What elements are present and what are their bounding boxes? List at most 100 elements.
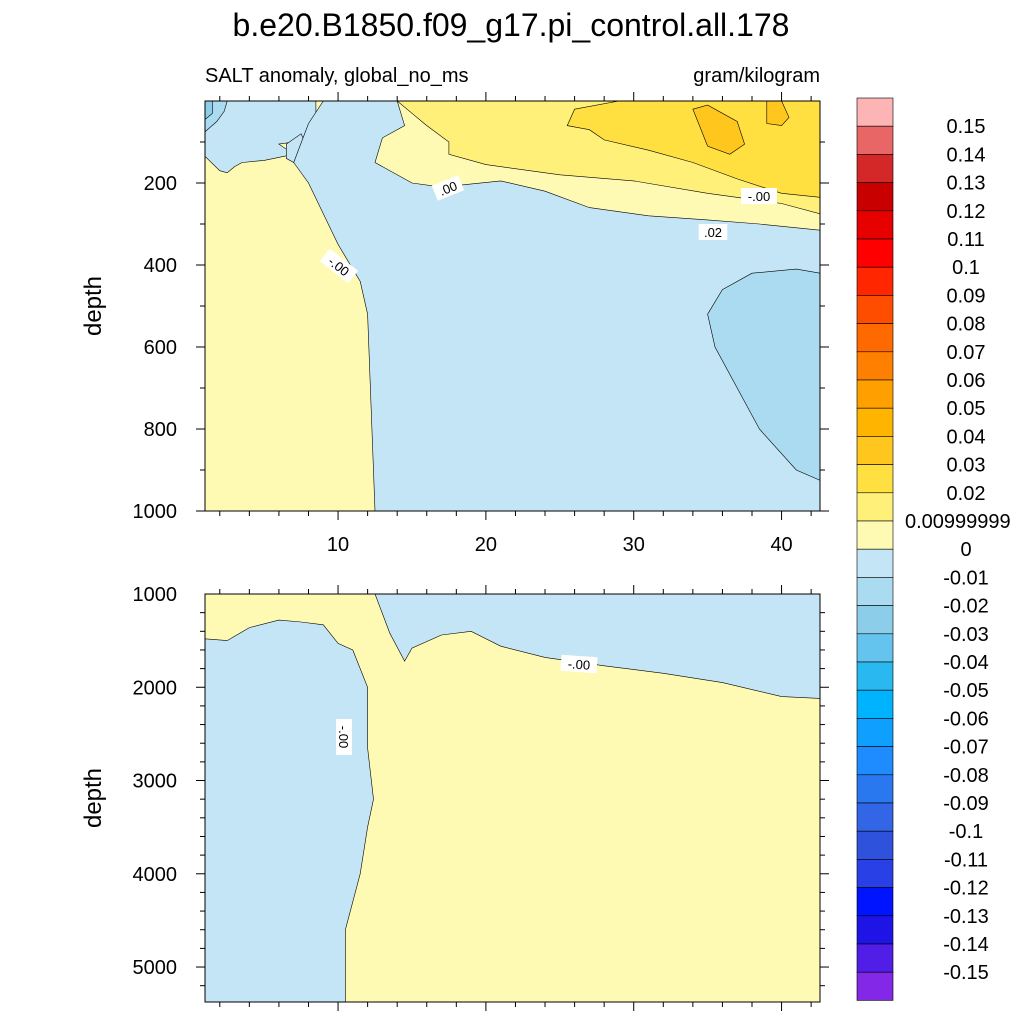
colorbar-label: -0.14 <box>943 934 989 956</box>
colorbar-swatch <box>856 830 894 860</box>
contour-label: -.00 <box>560 654 598 674</box>
contour-region <box>205 619 374 1002</box>
colorbar-swatch <box>856 97 894 127</box>
colorbar-label: -0.03 <box>943 624 989 646</box>
colorbar-label: 0.1 <box>952 257 980 279</box>
colorbar-swatch <box>856 859 894 888</box>
y-tick-label: 600 <box>144 337 177 359</box>
contour-region <box>374 594 820 699</box>
colorbar-swatch <box>856 154 894 183</box>
colorbar-label: -0.13 <box>943 906 989 928</box>
colorbar: 0.15 0.14 0.13 0.12 0.11 0.1 0.09 0.08 0.07 0.06 0… <box>856 97 1011 1001</box>
colorbar-swatch <box>856 238 894 268</box>
colorbar-label: -0.09 <box>943 793 989 815</box>
colorbar-swatch <box>856 548 894 578</box>
lower-panel: -.00 -.00 1000 2000 3000 4000 5000 depth <box>80 584 829 1011</box>
y-tick-label: 400 <box>144 255 177 277</box>
colorbar-label: 0.02 <box>947 483 986 505</box>
colorbar-label: 0.04 <box>947 426 986 448</box>
y-axis-label: depth <box>80 276 107 336</box>
colorbar-swatch <box>856 943 894 973</box>
colorbar-label: 0 <box>960 539 971 561</box>
colorbar-swatch <box>856 915 894 945</box>
colorbar-label: 0.13 <box>947 173 986 195</box>
left-subtitle: SALT anomaly, global_no_ms <box>205 65 469 87</box>
colorbar-swatch <box>856 577 894 606</box>
y-tick-label: 1000 <box>133 584 178 606</box>
y-tick-label: 3000 <box>133 771 178 793</box>
contour-label: .00 <box>431 175 465 201</box>
contour-label: -.00 <box>336 719 352 755</box>
y-tick-label: 5000 <box>133 957 178 979</box>
colorbar-swatch <box>856 605 894 635</box>
colorbar-label: 0.08 <box>947 314 986 336</box>
colorbar-label: -0.01 <box>943 567 989 589</box>
x-tick-label: 20 <box>475 534 497 556</box>
colorbar-swatch <box>856 802 894 832</box>
colorbar-label: -0.08 <box>943 765 989 787</box>
colorbar-swatch <box>856 351 894 381</box>
contour-region <box>205 101 213 120</box>
colorbar-swatch <box>856 379 894 409</box>
figure-title: b.e20.B1850.f09_g17.pi_control.all.178 <box>233 7 790 43</box>
colorbar-label: 0.00999999 <box>905 511 1011 533</box>
colorbar-label: -0.1 <box>949 821 983 843</box>
colorbar-label: -0.12 <box>943 878 989 900</box>
colorbar-label: 0.09 <box>947 285 986 307</box>
colorbar-swatch <box>856 210 894 240</box>
colorbar-swatch <box>856 492 894 522</box>
contour-label-text: .00 <box>437 178 459 199</box>
colorbar-swatch <box>856 774 894 804</box>
x-tick-label: 40 <box>770 534 792 556</box>
colorbar-swatch <box>856 266 894 296</box>
colorbar-label: 0.15 <box>947 116 986 138</box>
y-tick-label: 1000 <box>133 501 178 523</box>
colorbar-swatch <box>856 464 894 494</box>
y-axis-label: depth <box>80 768 107 828</box>
contour-label: -.00 <box>741 188 777 204</box>
contour-region <box>566 101 820 198</box>
colorbar-swatch <box>856 718 894 747</box>
colorbar-swatch <box>856 887 894 917</box>
colorbar-label: -0.11 <box>944 849 988 871</box>
colorbar-swatch <box>856 295 894 324</box>
colorbar-swatch <box>856 323 894 353</box>
colorbar-swatch <box>856 436 894 465</box>
colorbar-label: -0.04 <box>943 652 989 674</box>
y-tick-label: 2000 <box>133 677 178 699</box>
colorbar-label: 0.07 <box>947 342 986 364</box>
colorbar-label: 0.03 <box>947 455 986 477</box>
contour-region <box>707 268 820 481</box>
y-tick-label: 200 <box>144 173 177 195</box>
colorbar-label: -0.02 <box>943 596 989 618</box>
colorbar-label: -0.15 <box>943 962 989 984</box>
contour-label-text: -.00 <box>748 189 770 204</box>
y-tick-label: 4000 <box>133 864 178 886</box>
x-tick-label: 10 <box>327 534 349 556</box>
contour-label: .02 <box>698 224 728 240</box>
contour-label-text: .02 <box>704 225 722 240</box>
colorbar-swatch <box>856 125 894 155</box>
colorbar-label: 0.11 <box>947 229 984 251</box>
colorbar-label: -0.07 <box>943 737 989 759</box>
colorbar-label: 0.12 <box>947 201 986 223</box>
colorbar-label: -0.06 <box>943 708 989 730</box>
plot-frame <box>204 593 821 1003</box>
contour-region <box>692 104 745 155</box>
colorbar-swatch <box>856 520 894 550</box>
x-tick-label: 30 <box>623 534 645 556</box>
colorbar-label: -0.05 <box>943 680 989 702</box>
contour-label-text: -.00 <box>567 656 590 673</box>
colorbar-label: 0.14 <box>947 144 986 166</box>
colorbar-swatch <box>856 633 894 663</box>
colorbar-label: 0.06 <box>947 370 986 392</box>
colorbar-swatch <box>856 971 894 1001</box>
colorbar-swatch <box>856 661 894 691</box>
right-subtitle: gram/kilogram <box>693 65 820 87</box>
colorbar-label: 0.05 <box>947 398 986 420</box>
y-tick-label: 800 <box>144 419 177 441</box>
colorbar-swatch <box>856 746 894 776</box>
colorbar-swatch <box>856 407 894 437</box>
